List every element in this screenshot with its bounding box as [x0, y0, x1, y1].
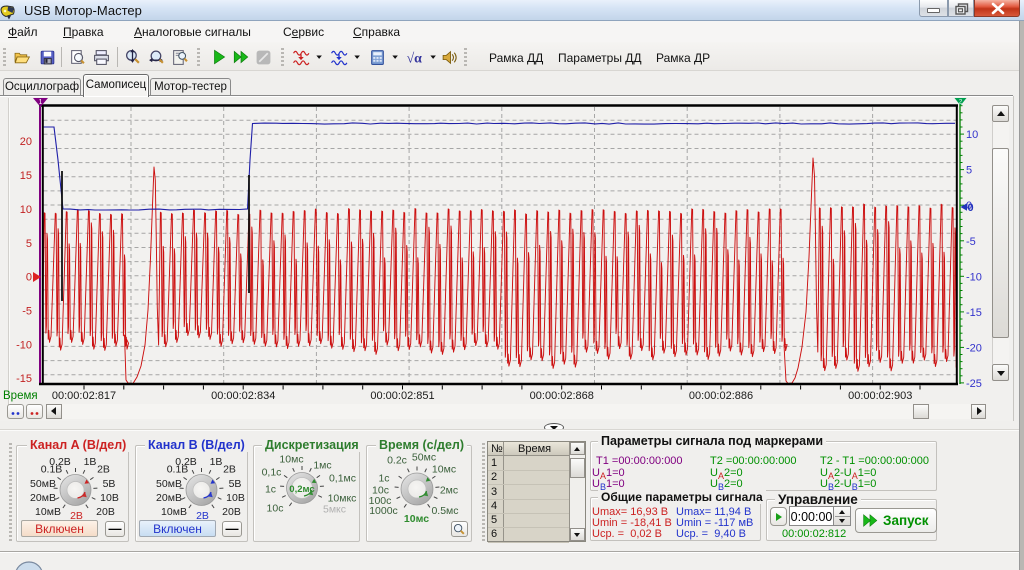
svg-text:0.5мс: 0.5мс — [431, 505, 458, 517]
svg-text:20В: 20В — [96, 506, 115, 518]
svg-text:20мВ: 20мВ — [30, 492, 56, 504]
svg-text:-15: -15 — [16, 373, 32, 385]
svg-text:2В: 2В — [70, 510, 83, 522]
svg-text:0.2В: 0.2В — [49, 456, 71, 468]
svg-text:50мВ: 50мВ — [156, 478, 182, 490]
svg-text:5: 5 — [966, 165, 972, 177]
svg-text:20мВ: 20мВ — [156, 492, 182, 504]
svg-text:10В: 10В — [226, 492, 245, 504]
svg-text:10В: 10В — [100, 492, 119, 504]
svg-text:10мкс: 10мкс — [328, 493, 357, 505]
svg-text:10мс: 10мс — [279, 454, 303, 466]
svg-text:1000с: 1000с — [369, 505, 398, 517]
svg-text:0.1В: 0.1В — [167, 464, 189, 476]
svg-text:5мкс: 5мкс — [323, 504, 346, 516]
svg-text:00:00:02:817: 00:00:02:817 — [52, 390, 116, 402]
svg-text:2мс: 2мс — [440, 485, 458, 497]
svg-text:0: 0 — [968, 202, 974, 214]
svg-text:2В: 2В — [223, 464, 236, 476]
svg-text:00:00:02:886: 00:00:02:886 — [689, 390, 753, 402]
svg-text:0.1В: 0.1В — [41, 464, 63, 476]
svg-text:00:00:02:834: 00:00:02:834 — [211, 390, 275, 402]
svg-text:0: 0 — [26, 272, 32, 284]
svg-text:00:00:02:903: 00:00:02:903 — [848, 390, 912, 402]
svg-text:-20: -20 — [966, 342, 982, 354]
svg-text:50мВ: 50мВ — [30, 478, 56, 490]
svg-text:10мс: 10мс — [404, 513, 429, 525]
svg-text:-15: -15 — [966, 307, 982, 319]
svg-text:10мВ: 10мВ — [35, 506, 61, 518]
svg-text:00:00:02:868: 00:00:02:868 — [530, 390, 594, 402]
svg-text:10: 10 — [20, 204, 32, 216]
svg-text:10с: 10с — [372, 485, 389, 497]
svg-text:-10: -10 — [966, 271, 982, 283]
svg-text:2В: 2В — [97, 464, 110, 476]
svg-text:Время: Время — [3, 390, 38, 402]
svg-text:1В: 1В — [210, 456, 223, 468]
svg-text:5В: 5В — [229, 478, 242, 490]
svg-text:2: 2 — [959, 100, 963, 106]
svg-text:-10: -10 — [16, 339, 32, 351]
svg-text:2В: 2В — [196, 510, 209, 522]
svg-text:5: 5 — [26, 238, 32, 250]
svg-text:20: 20 — [20, 136, 32, 148]
svg-text:15: 15 — [20, 170, 32, 182]
svg-text:0.2В: 0.2В — [175, 456, 197, 468]
svg-text:10: 10 — [966, 129, 978, 141]
svg-text:10с: 10с — [267, 503, 284, 515]
svg-text:1с: 1с — [378, 473, 389, 485]
svg-text:0,1мс: 0,1мс — [329, 473, 356, 485]
svg-text:-25: -25 — [966, 378, 982, 390]
svg-text:-5: -5 — [22, 306, 32, 318]
svg-text:√α: √α — [407, 50, 423, 65]
svg-text:1с: 1с — [265, 484, 276, 496]
svg-text:0,2мс: 0,2мс — [289, 484, 314, 495]
svg-text:100с: 100с — [369, 495, 392, 507]
svg-text:20В: 20В — [222, 506, 241, 518]
svg-text:1мс: 1мс — [313, 460, 331, 472]
svg-text:-5: -5 — [966, 236, 976, 248]
svg-text:0.2с: 0.2с — [387, 455, 407, 467]
svg-text:0: 0 — [966, 200, 972, 212]
svg-text:1: 1 — [39, 99, 43, 106]
svg-text:10мс: 10мс — [432, 464, 456, 476]
svg-text:50мс: 50мс — [412, 452, 436, 464]
svg-text:0,1с: 0,1с — [262, 467, 282, 479]
svg-text:1В: 1В — [84, 456, 97, 468]
svg-text:5В: 5В — [103, 478, 116, 490]
svg-text:00:00:02:851: 00:00:02:851 — [370, 390, 434, 402]
svg-text:10мВ: 10мВ — [161, 506, 187, 518]
